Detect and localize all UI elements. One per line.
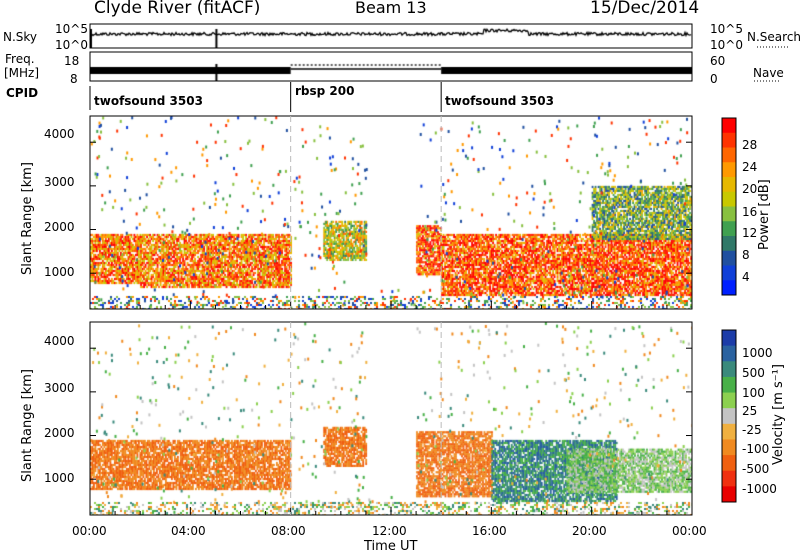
velocity-tick: 1000: [742, 346, 773, 360]
cpid-segment-label: twofsound 3503: [445, 94, 554, 108]
range-tick: 3000: [44, 175, 75, 189]
velocity-tick: -100: [742, 442, 770, 456]
power-tick: 28: [742, 138, 758, 152]
velocity-tick: -25: [742, 423, 762, 437]
mhz-label: [MHz]: [4, 66, 40, 80]
cpid-label: CPID: [6, 86, 39, 100]
nsky-tick-top: 10^5: [55, 22, 88, 36]
nsearch-tick-top: 10^5: [710, 22, 743, 36]
site-title: Clyde River (fitACF): [94, 0, 261, 18]
velocity-heatmap: [90, 322, 692, 515]
velocity-tick: 25: [742, 404, 758, 418]
power-tick: 16: [742, 205, 758, 219]
power-tick: 8: [742, 248, 750, 262]
beam-title: Beam 13: [355, 0, 427, 17]
nsearch-label: N.Search: [747, 30, 800, 44]
nsky-tick-bottom: 10^0: [55, 38, 88, 52]
time-tick: 16:00: [472, 524, 507, 538]
time-tick: 00:00: [672, 524, 707, 538]
freq-tick-bottom: 8: [70, 72, 78, 86]
summary-traces: [90, 24, 692, 89]
nave-tick-top: 60: [710, 54, 726, 68]
time-tick: 12:00: [372, 524, 407, 538]
range-tick: 2000: [44, 220, 75, 234]
nsky-label: N.Sky: [3, 30, 38, 44]
nave-label: Nave: [753, 66, 784, 80]
velocity-tick: -1000: [742, 482, 777, 496]
range-tick: 3000: [44, 381, 75, 395]
power-tick: 12: [742, 226, 758, 240]
date-title: 15/Dec/2014: [590, 0, 700, 18]
time-axis-title: Time UT: [364, 539, 418, 554]
nsearch-tick-bottom: 10^0: [710, 38, 743, 52]
time-tick: 04:00: [171, 524, 206, 538]
power-tick: 24: [742, 160, 758, 174]
velocity-tick: 100: [742, 386, 765, 400]
velocity-tick: 500: [742, 366, 765, 380]
power-tick: 20: [742, 182, 758, 196]
freq-tick-top: 18: [64, 54, 80, 68]
freq-label: Freq.: [5, 52, 35, 66]
nave-tick-bottom: 0: [710, 72, 718, 86]
time-tick: 20:00: [572, 524, 607, 538]
time-tick: 00:00: [72, 524, 107, 538]
range-tick: 2000: [44, 426, 75, 440]
power-heatmap: [90, 116, 692, 309]
velocity-tick: -500: [742, 462, 770, 476]
time-tick: 08:00: [271, 524, 306, 538]
power-tick: 4: [742, 270, 750, 284]
cpid-segment-label: twofsound 3503: [94, 94, 203, 108]
range-tick: 4000: [44, 127, 75, 141]
range-tick: 4000: [44, 334, 75, 348]
range-tick: 1000: [44, 471, 75, 485]
range-tick: 1000: [44, 265, 75, 279]
